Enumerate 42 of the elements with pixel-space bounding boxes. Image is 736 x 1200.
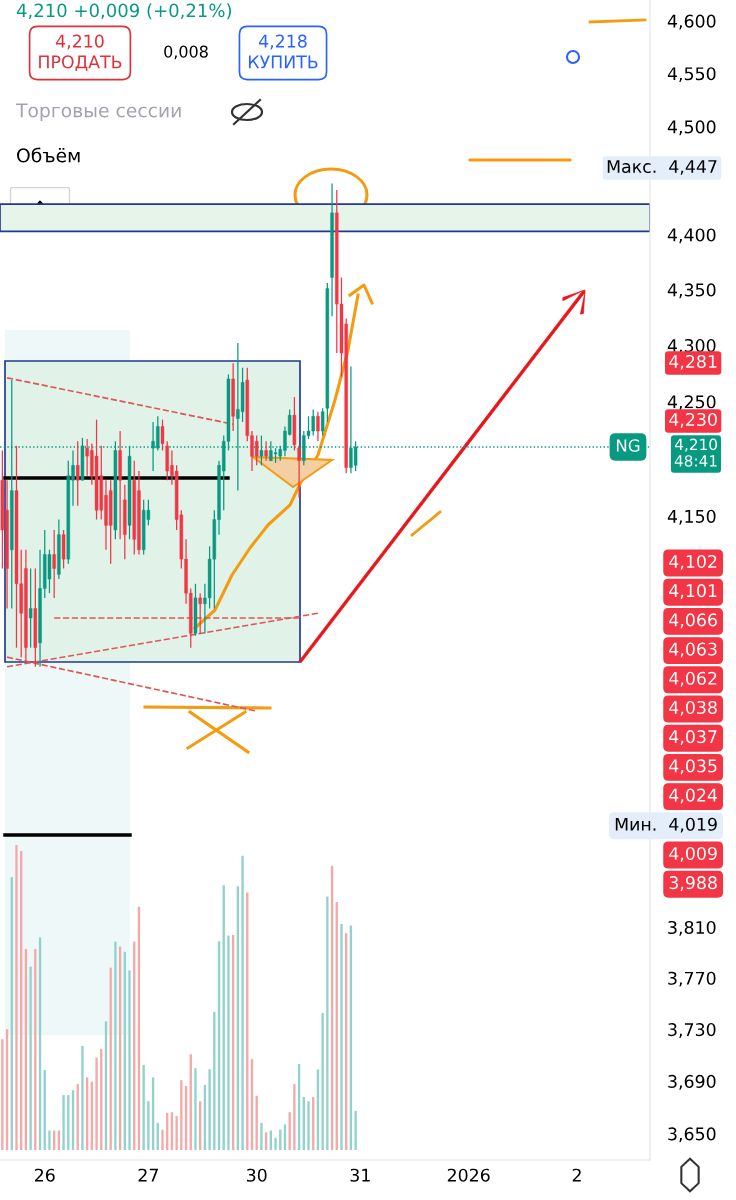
text: 4,101	[669, 584, 717, 600]
y-tick-label: 3,690	[668, 1074, 716, 1090]
annotation: Мин. 4,019	[615, 817, 717, 833]
text: 4,102	[669, 554, 717, 570]
y-tick-label: 3,650	[668, 1127, 716, 1143]
y-tick-label: 4,350	[667, 283, 716, 299]
annotation: 4,218 КУПИТЬ	[248, 34, 318, 69]
text: 4,037	[669, 730, 717, 746]
annotation: Торговые сессии	[15, 103, 181, 122]
chart-title: 4,210 +0,009 (+0,21%)	[16, 3, 232, 20]
annotation: Объём	[17, 147, 80, 163]
y-tick-label: 4,250	[667, 395, 716, 411]
y-tick-label: 4,550	[667, 67, 716, 83]
text: 4,038	[669, 700, 717, 716]
y-tick-label: 4,150	[667, 509, 716, 525]
x-tick-label: 31	[350, 1168, 370, 1182]
text: 4,230	[669, 412, 717, 428]
y-tick-label: 3,810	[668, 920, 716, 936]
text: 4,035	[669, 759, 717, 775]
y-tick-label: 3,770	[668, 971, 716, 987]
text: 4,063	[669, 642, 717, 658]
x-tick-label: 27	[138, 1168, 158, 1182]
y-tick-label: 4,400	[667, 228, 716, 244]
annotation: Макс. 4,447	[607, 160, 717, 175]
y-tick-label: 4,500	[667, 120, 716, 136]
y-tick-label: 3,730	[668, 1022, 716, 1038]
ref-line-label: NG	[616, 439, 640, 452]
x-tick-label: 30	[246, 1168, 267, 1182]
x-tick-label: 2	[572, 1168, 581, 1182]
y-tick-label: 4,300	[667, 338, 716, 354]
annotation: 4,210 ПРОДАТЬ	[39, 34, 122, 71]
text: 4,024	[669, 788, 718, 804]
x-tick-label: 2026	[447, 1168, 490, 1182]
text: 4,066	[669, 613, 717, 629]
text: 4,210 48:41	[674, 438, 717, 467]
text: 4,281	[669, 354, 717, 370]
x-tick-label: 26	[34, 1168, 55, 1182]
text: 3,988	[669, 876, 717, 892]
text: 4,062	[669, 671, 717, 687]
annotation: 0,008	[164, 45, 208, 60]
text: 4,009	[669, 846, 717, 862]
y-tick-label: 4,600	[667, 14, 716, 30]
